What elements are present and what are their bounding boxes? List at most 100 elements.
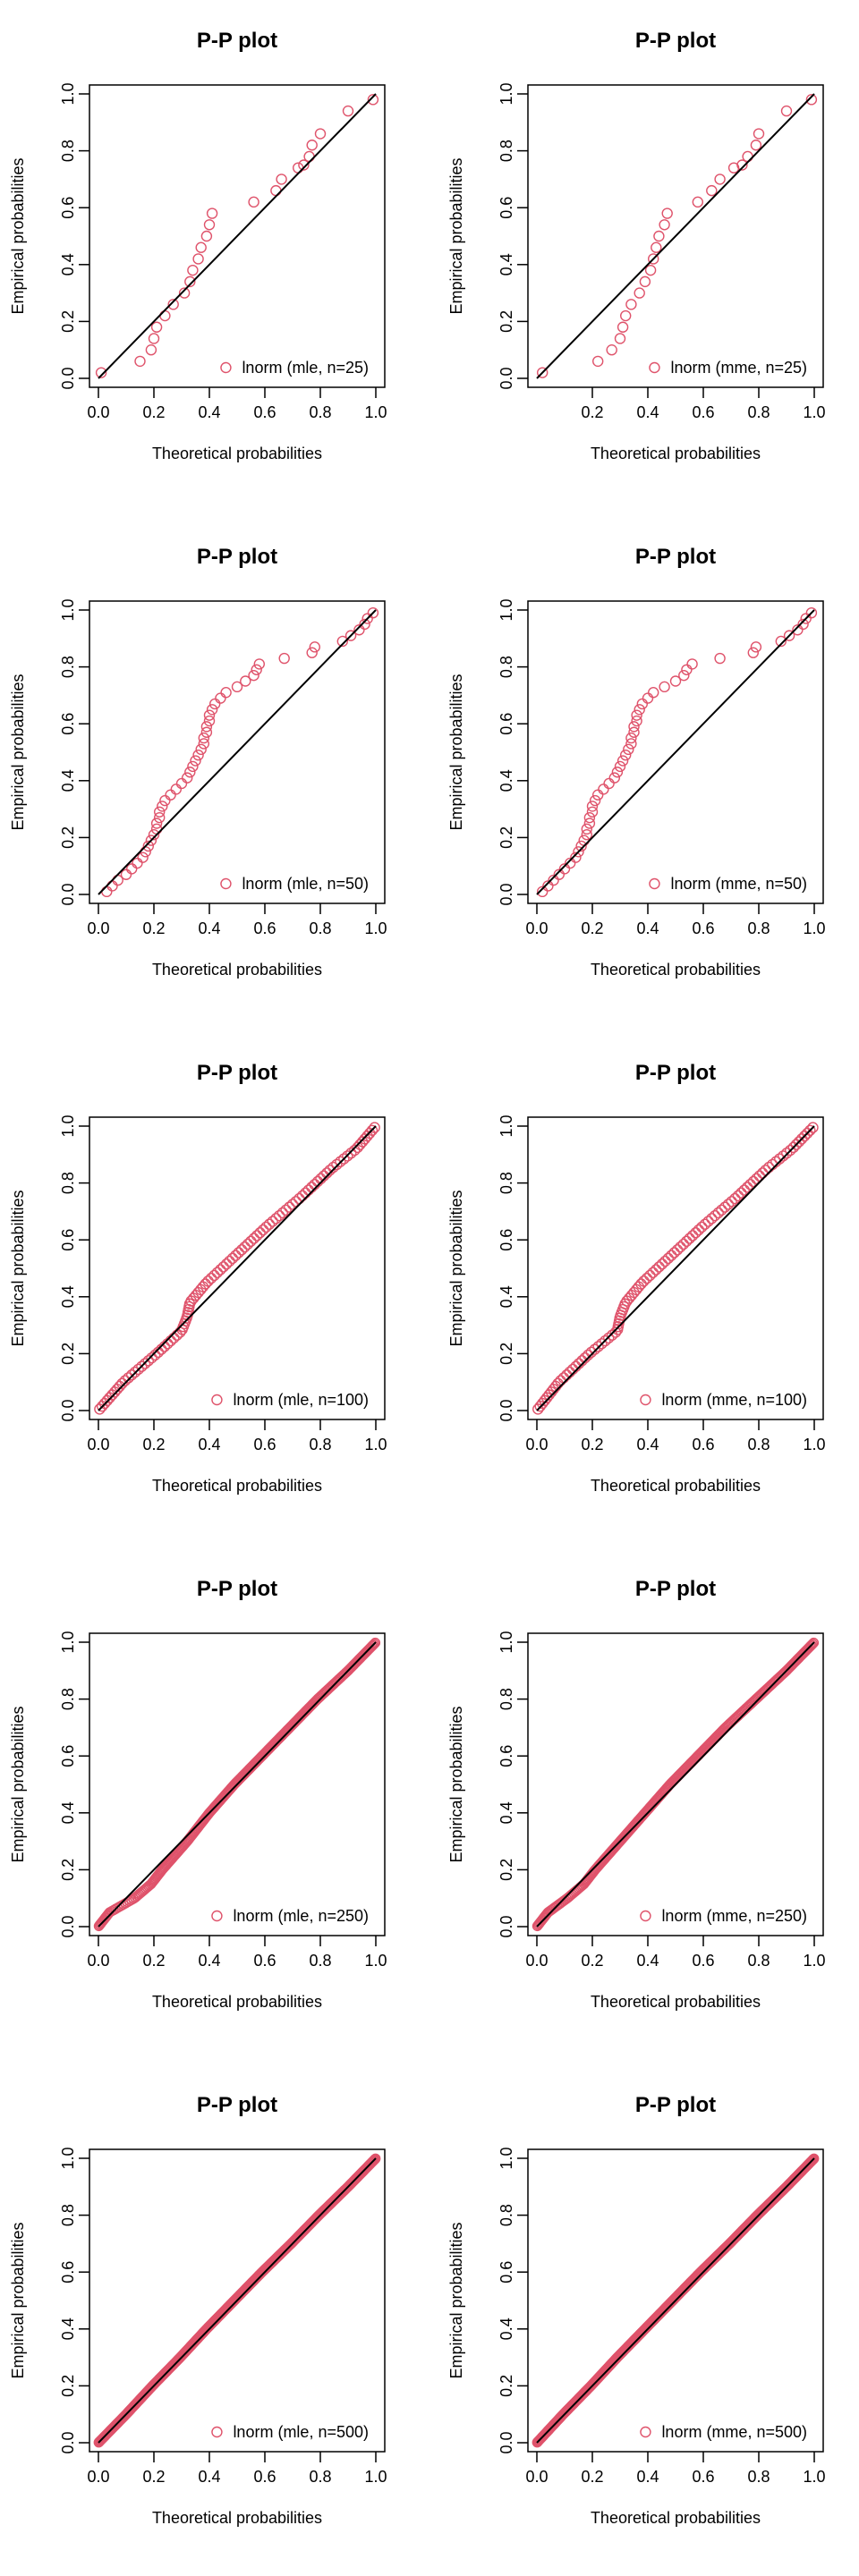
data-point bbox=[171, 1329, 183, 1341]
legend-label: lnorm (mme, n=250) bbox=[661, 1907, 807, 1925]
data-point bbox=[583, 811, 596, 824]
data-point bbox=[251, 1230, 263, 1241]
data-point bbox=[741, 1182, 753, 1193]
data-point bbox=[156, 1343, 167, 1355]
data-point bbox=[736, 159, 748, 171]
data-point bbox=[606, 344, 617, 356]
legend-marker bbox=[640, 1394, 651, 1406]
data-point bbox=[638, 1275, 650, 1287]
data-point bbox=[650, 1264, 662, 1275]
data-point bbox=[598, 784, 609, 795]
y-tick-label: 0.0 bbox=[498, 1399, 515, 1421]
plot-frame bbox=[89, 1632, 386, 1936]
x-tick-label: 0.4 bbox=[636, 403, 659, 421]
data-point bbox=[806, 1640, 817, 1650]
data-point bbox=[254, 1227, 266, 1239]
plot-frame bbox=[527, 600, 824, 904]
data-point bbox=[202, 1275, 214, 1287]
data-point bbox=[146, 1352, 157, 1364]
y-tick-label: 1.0 bbox=[498, 598, 515, 621]
data-point bbox=[215, 1264, 226, 1275]
reference-line bbox=[536, 2157, 815, 2444]
y-tick-label: 0.8 bbox=[59, 1688, 77, 1710]
legend-label: lnorm (mme, n=25) bbox=[670, 359, 807, 377]
data-point bbox=[335, 1156, 346, 1167]
y-tick-label: 0.0 bbox=[498, 367, 515, 389]
data-point bbox=[625, 738, 637, 750]
data-point bbox=[230, 1250, 242, 1261]
data-point bbox=[719, 1201, 731, 1213]
data-point bbox=[716, 1204, 727, 1216]
data-point bbox=[732, 1190, 744, 1202]
x-axis-label: Theoretical probabilities bbox=[591, 961, 761, 979]
data-point bbox=[677, 1238, 690, 1250]
y-tick-label: 0.0 bbox=[59, 367, 77, 389]
y-axis-label: Empirical probabilities bbox=[9, 1190, 27, 1346]
data-point bbox=[353, 624, 365, 636]
data-point bbox=[233, 1247, 244, 1258]
data-point bbox=[714, 174, 726, 185]
data-points bbox=[537, 94, 818, 378]
legend: lnorm (mle, n=100) bbox=[211, 1391, 369, 1409]
data-point bbox=[239, 1241, 251, 1253]
data-point bbox=[366, 1124, 378, 1136]
data-point bbox=[665, 1250, 677, 1261]
y-tick-label: 1.0 bbox=[59, 1114, 77, 1137]
data-point bbox=[793, 1136, 805, 1148]
data-point bbox=[120, 869, 132, 880]
x-tick-label: 0.2 bbox=[581, 1436, 603, 1453]
legend-label: lnorm (mme, n=50) bbox=[670, 875, 807, 893]
data-point bbox=[736, 1187, 747, 1199]
data-point bbox=[190, 755, 201, 767]
data-point bbox=[306, 140, 318, 151]
data-point bbox=[137, 852, 149, 863]
reference-line bbox=[536, 1125, 815, 1411]
x-tick-label: 0.2 bbox=[142, 2468, 165, 2486]
legend-label: lnorm (mle, n=100) bbox=[233, 1391, 369, 1409]
data-point bbox=[653, 230, 665, 242]
data-point bbox=[785, 1144, 796, 1157]
x-tick-label: 0.8 bbox=[309, 2468, 331, 2486]
data-point bbox=[548, 874, 559, 886]
x-tick-label: 0.8 bbox=[309, 1952, 331, 1970]
y-tick-label: 0.4 bbox=[59, 253, 77, 275]
data-point bbox=[631, 709, 642, 721]
data-point bbox=[368, 1640, 378, 1650]
legend-marker bbox=[640, 1910, 651, 1922]
y-tick-label: 1.0 bbox=[59, 1631, 77, 1653]
y-tick-label: 0.6 bbox=[59, 2261, 77, 2284]
x-axis-label: Theoretical probabilities bbox=[591, 1477, 761, 1495]
data-point bbox=[187, 264, 199, 276]
data-point bbox=[344, 630, 357, 641]
x-axis-label: Theoretical probabilities bbox=[152, 445, 322, 462]
y-tick-label: 0.8 bbox=[498, 1172, 515, 1194]
data-point bbox=[300, 1187, 311, 1199]
data-point bbox=[583, 818, 596, 829]
data-point bbox=[790, 1139, 803, 1150]
data-point bbox=[367, 606, 379, 619]
data-point bbox=[370, 2153, 381, 2165]
data-point bbox=[738, 1184, 750, 1196]
y-tick-label: 0.0 bbox=[59, 2431, 77, 2453]
data-point bbox=[167, 299, 179, 310]
legend-marker bbox=[649, 877, 660, 890]
data-point bbox=[600, 1335, 611, 1347]
data-point bbox=[273, 1209, 285, 1222]
data-point bbox=[579, 1352, 591, 1364]
x-tick-label: 1.0 bbox=[803, 1952, 825, 1970]
data-point bbox=[125, 863, 138, 875]
data-point bbox=[714, 652, 726, 665]
x-tick-label: 0.4 bbox=[198, 2468, 220, 2486]
x-tick-label: 0.0 bbox=[525, 1436, 548, 1453]
data-point bbox=[321, 1167, 333, 1179]
data-point bbox=[634, 287, 645, 299]
data-point bbox=[152, 1346, 165, 1359]
data-point bbox=[95, 367, 107, 378]
data-point bbox=[617, 755, 629, 767]
data-point bbox=[642, 692, 654, 704]
y-tick-label: 0.0 bbox=[59, 1915, 77, 1937]
data-point bbox=[575, 840, 587, 852]
data-point bbox=[706, 1213, 718, 1224]
data-point bbox=[192, 749, 204, 761]
x-tick-label: 0.2 bbox=[142, 1436, 165, 1453]
